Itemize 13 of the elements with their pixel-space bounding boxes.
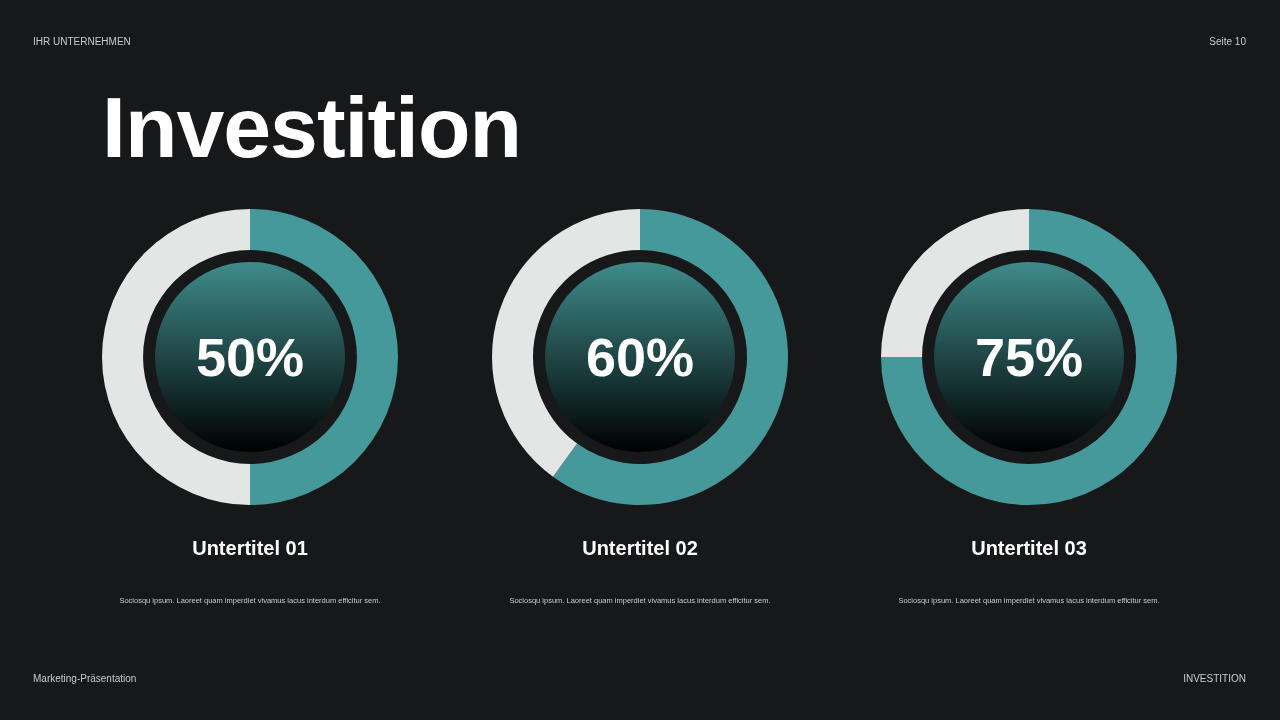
- text: IHR UNTERNEHMEN: [33, 36, 131, 47]
- text: Marketing-Präsentation: [33, 673, 137, 684]
- text: Untertitel 03: [970, 537, 1088, 560]
- text: Investition: [102, 78, 522, 177]
- text: Seite 10: [1209, 36, 1246, 47]
- text: INVESTITION: [1183, 673, 1246, 684]
- text: Untertitel 02: [581, 537, 699, 560]
- text: 75%: [973, 327, 1085, 387]
- text: 60%: [584, 327, 696, 387]
- text: 50%: [194, 327, 306, 387]
- text: Untertitel 01: [191, 537, 309, 560]
- donut-slice: [553, 209, 788, 505]
- donut-slice: [881, 209, 1177, 505]
